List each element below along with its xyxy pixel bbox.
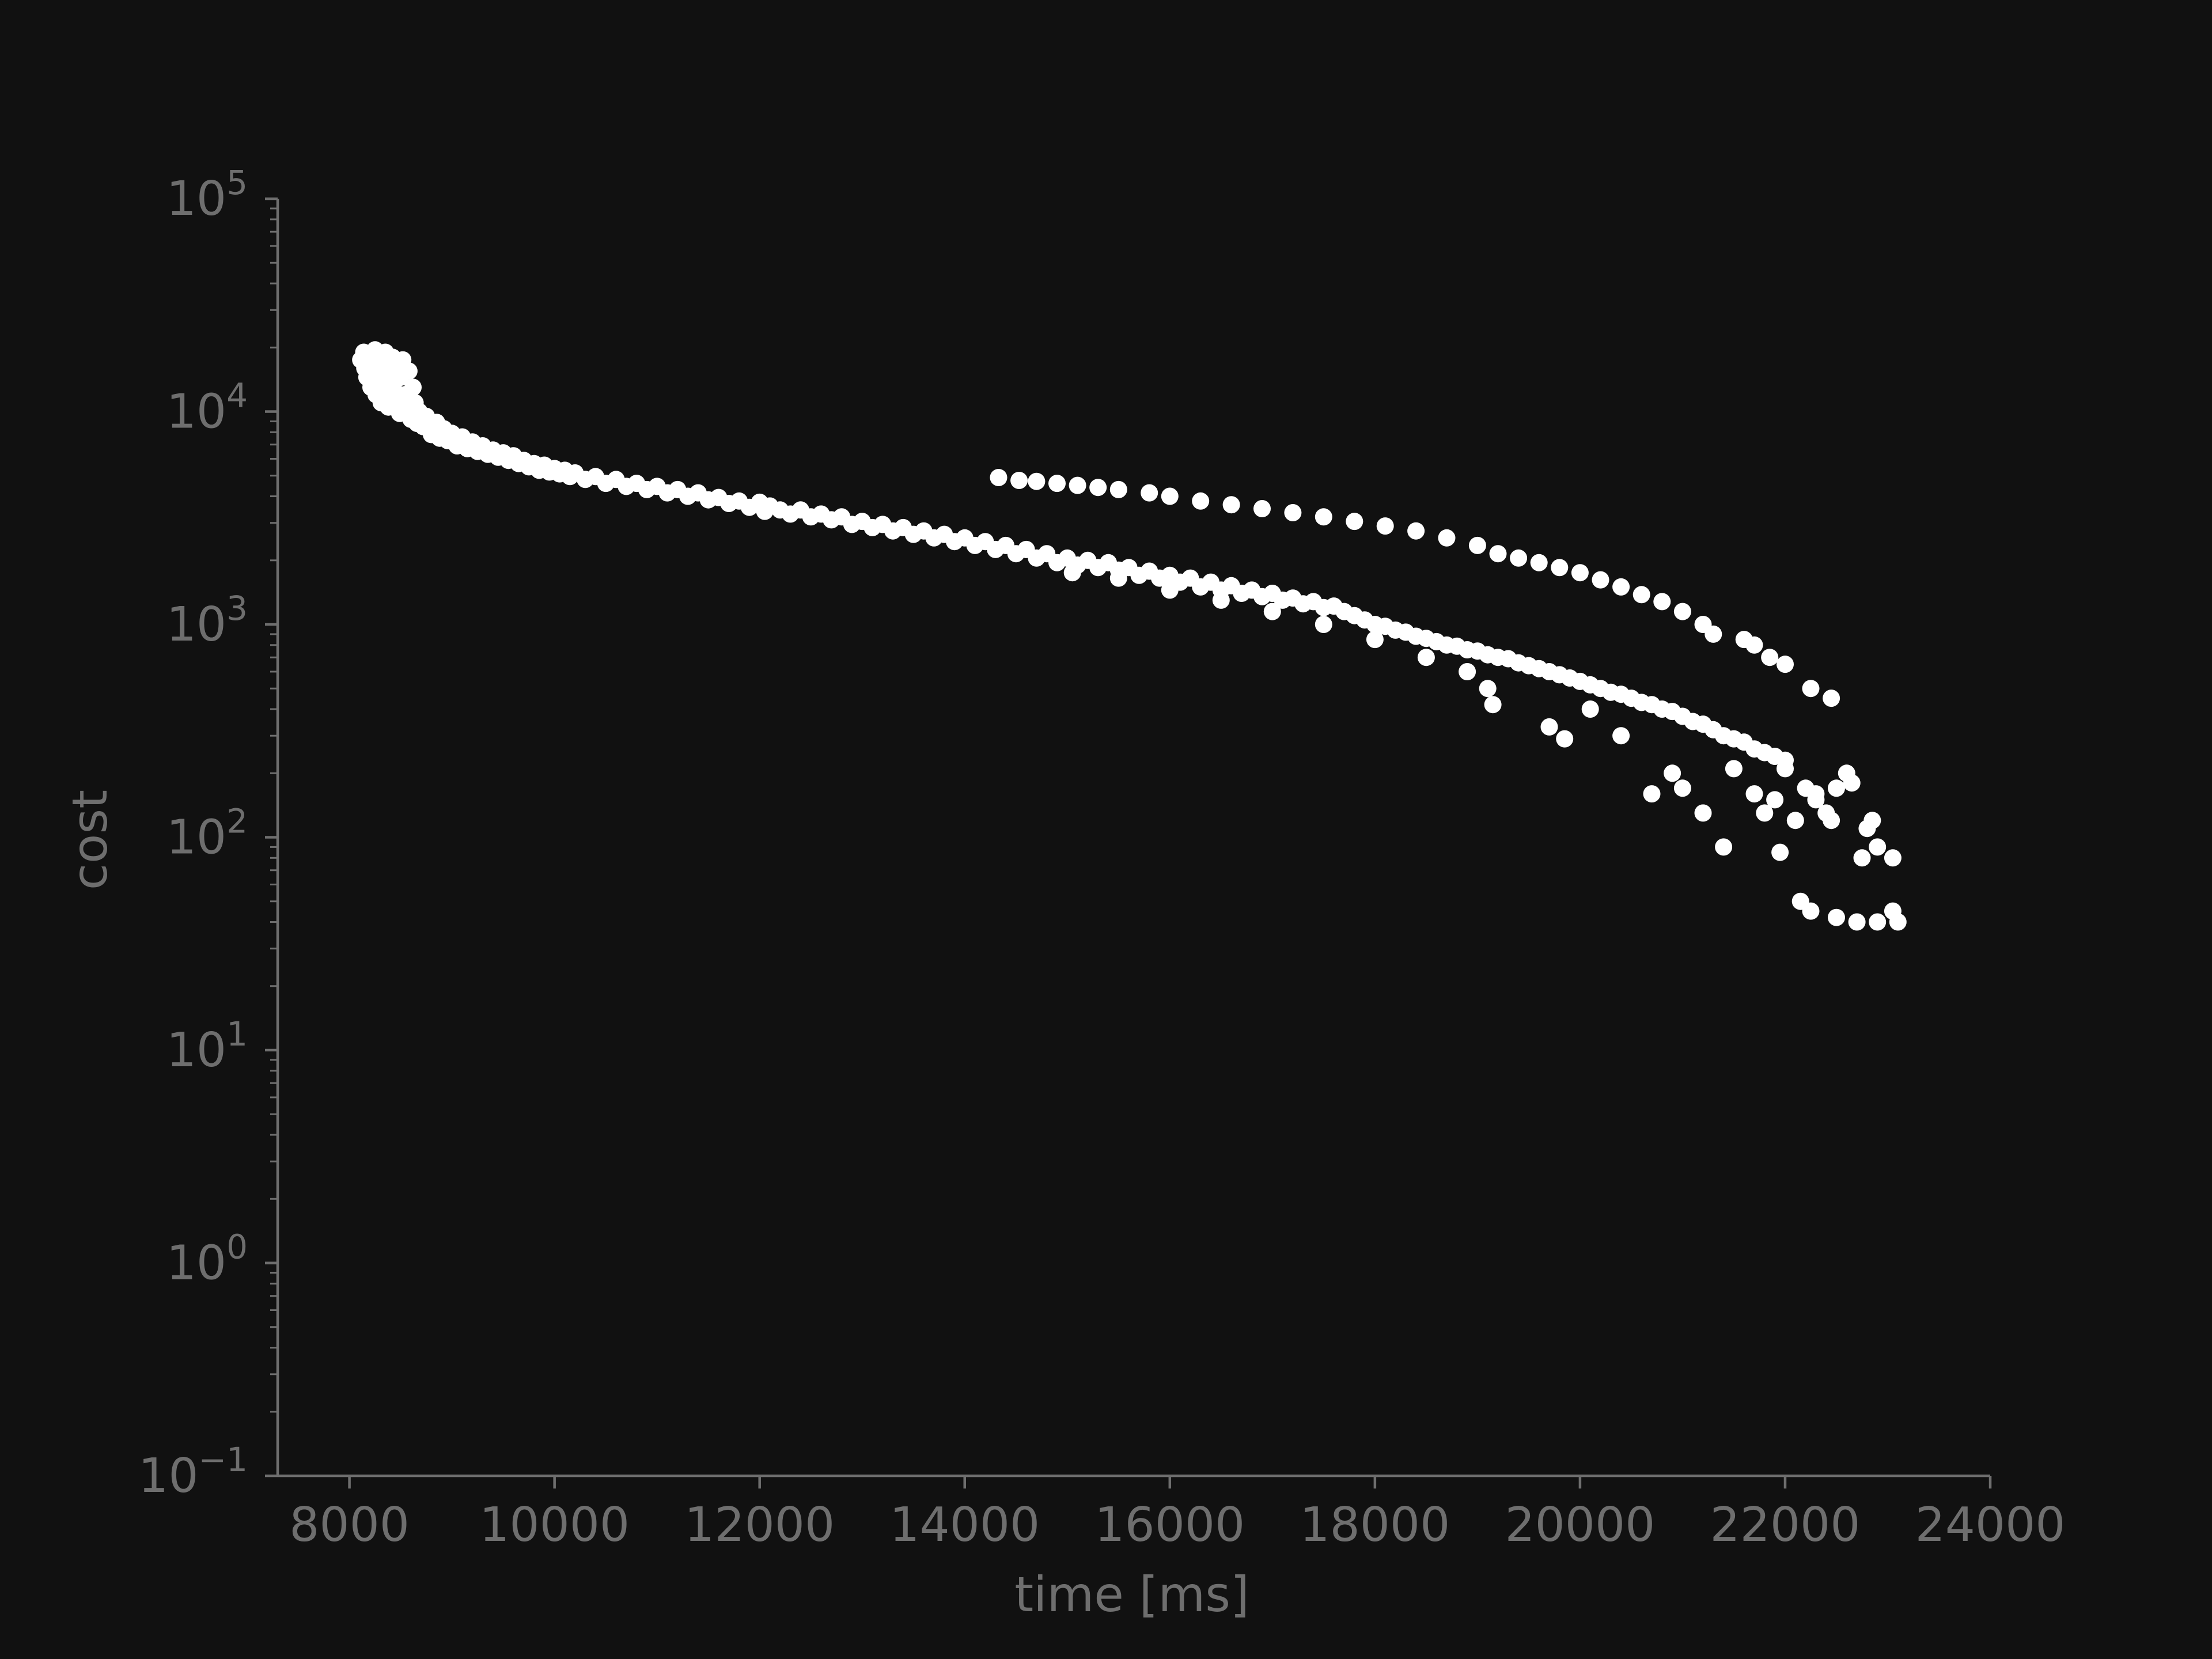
data-point: [1863, 812, 1881, 830]
y-tick-label: 102: [166, 802, 248, 865]
data-point: [1366, 631, 1384, 649]
data-point: [1407, 522, 1425, 540]
data-point: [1479, 680, 1497, 698]
data-point: [1673, 603, 1691, 620]
data-point: [1761, 649, 1779, 666]
y-tick-label: 104: [166, 376, 248, 440]
data-point: [1284, 504, 1302, 521]
data-point: [1192, 492, 1210, 510]
data-point: [1745, 636, 1763, 654]
data-point: [1376, 517, 1394, 535]
y-tick-label: 100: [166, 1228, 248, 1291]
data-point: [1010, 472, 1028, 489]
data-point: [1612, 727, 1630, 745]
data-point: [1828, 908, 1845, 926]
data-point: [1489, 545, 1507, 563]
data-point: [1484, 696, 1502, 714]
x-tick-label: 24000: [1915, 1498, 2066, 1552]
data-point: [1643, 785, 1661, 803]
data-point: [1745, 785, 1763, 803]
data-point: [1438, 529, 1456, 547]
data-point: [1592, 571, 1609, 589]
data-point: [1853, 849, 1871, 867]
data-point: [1725, 760, 1743, 778]
data-point: [1807, 791, 1825, 809]
data-point: [1664, 764, 1681, 782]
x-tick-label: 16000: [1094, 1498, 1245, 1552]
data-point: [1766, 791, 1784, 809]
data-point: [1581, 700, 1599, 718]
data-point: [1459, 663, 1476, 680]
data-point: [1141, 484, 1158, 502]
data-point: [990, 469, 1007, 486]
data-point: [1417, 649, 1435, 666]
data-point: [1315, 616, 1332, 633]
data-point: [1571, 564, 1589, 582]
data-point: [1828, 779, 1845, 797]
data-point: [1843, 774, 1861, 792]
y-tick-label: 10−1: [138, 1440, 248, 1503]
data-point: [1048, 475, 1066, 493]
x-tick-label: 14000: [889, 1498, 1040, 1552]
y-tick-label: 103: [166, 589, 248, 652]
data-point: [1551, 559, 1569, 577]
data-point: [1063, 564, 1081, 582]
data-point: [1777, 656, 1794, 673]
data-point: [1222, 496, 1240, 514]
data-point: [1802, 680, 1820, 698]
data-point: [1756, 804, 1774, 822]
data-point: [1889, 913, 1907, 931]
data-point: [1315, 508, 1332, 526]
x-tick-label: 12000: [684, 1498, 835, 1552]
x-tick-label: 8000: [289, 1498, 410, 1552]
data-point: [1786, 812, 1804, 830]
y-tick-label: 105: [166, 163, 248, 226]
data-point: [1653, 593, 1671, 611]
data-point: [1540, 718, 1558, 736]
data-point: [1715, 838, 1733, 856]
data-point: [404, 378, 422, 396]
x-tick-label: 22000: [1710, 1498, 1861, 1552]
data-point: [1884, 849, 1902, 867]
data-point: [1612, 578, 1630, 596]
data-point: [1253, 500, 1271, 517]
data-point: [1556, 730, 1574, 748]
data-point: [1817, 804, 1835, 822]
data-point: [1705, 625, 1722, 643]
data-point: [1633, 586, 1650, 604]
data-point: [1028, 472, 1046, 490]
data-point: [1468, 536, 1486, 554]
x-axis-title: time [ms]: [1014, 1566, 1249, 1623]
data-point: [1161, 487, 1179, 505]
data-point: [1869, 913, 1887, 931]
data-point: [1212, 591, 1230, 609]
data-point: [1797, 779, 1815, 797]
scatter-points: [352, 341, 1907, 931]
data-point: [1069, 476, 1086, 494]
data-point: [1346, 513, 1363, 531]
y-tick-label: 101: [166, 1014, 248, 1078]
data-point: [1510, 549, 1528, 567]
x-tick-label: 10000: [479, 1498, 630, 1552]
data-point: [1802, 902, 1820, 920]
data-point: [1673, 779, 1691, 797]
data-point: [1869, 838, 1887, 856]
data-point: [1771, 843, 1789, 861]
data-point: [1089, 479, 1107, 497]
data-point: [1109, 480, 1127, 498]
data-point: [1530, 554, 1548, 571]
data-point: [1694, 804, 1712, 822]
y-axis-title: cost: [62, 790, 118, 890]
data-point: [1823, 690, 1840, 707]
axes: 8000 10000 12000 14000 16000 18000 20000 22000 2…: [138, 163, 2065, 1552]
x-tick-label: 18000: [1300, 1498, 1450, 1552]
data-point: [1777, 760, 1794, 778]
data-point: [1109, 569, 1127, 587]
data-point: [1848, 913, 1866, 931]
data-point: [1263, 603, 1281, 620]
data-point: [400, 362, 418, 380]
x-tick-label: 20000: [1505, 1498, 1655, 1552]
data-point: [1161, 581, 1179, 599]
